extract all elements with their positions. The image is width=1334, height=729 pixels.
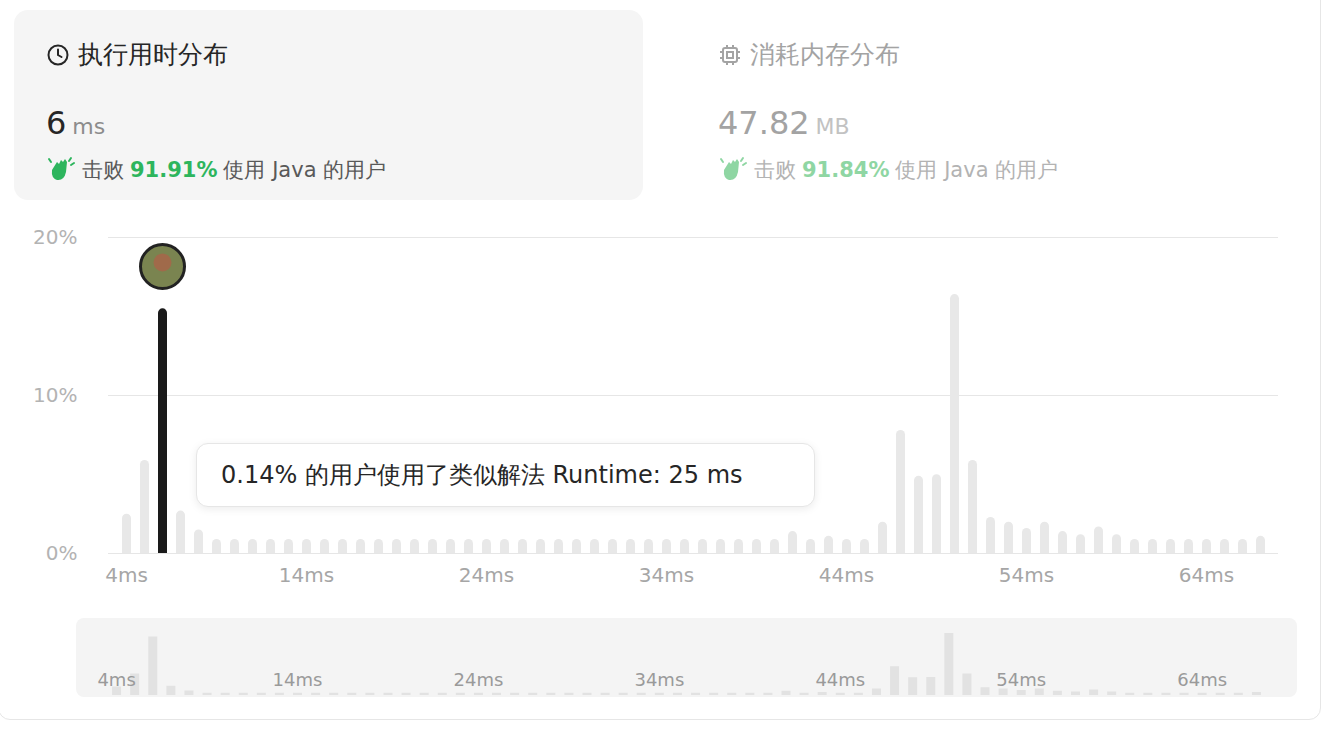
svg-text:24ms: 24ms	[454, 669, 504, 690]
html-text:消耗内存分布: 消耗内存分布	[750, 40, 900, 69]
html-text:击败 91.91% 使用 Java 的用户: 击败 91.91% 使用 Java 的用户	[82, 158, 387, 182]
svg-text:64ms: 64ms	[1177, 669, 1227, 690]
svg-text:44ms: 44ms	[819, 563, 874, 587]
svg-text:10%: 10%	[33, 383, 77, 407]
html-text:0.14% 的用户使用了类似解法 Runtime: 25 m: 0.14% 的用户使用了类似解法 Runtime: 25 ms	[221, 461, 743, 489]
svg-text:14ms: 14ms	[279, 563, 334, 587]
svg-text:14ms: 14ms	[273, 669, 323, 690]
svg-text:34ms: 34ms	[634, 669, 684, 690]
svg-text:34ms: 34ms	[639, 563, 694, 587]
svg-text:4ms: 4ms	[105, 563, 148, 587]
svg-text:20%: 20%	[33, 225, 77, 249]
html-text:执行用时分布: 执行用时分布	[78, 40, 228, 69]
html-text:47.82 MB: 47.82 MB	[718, 104, 850, 142]
svg-text:0%: 0%	[46, 541, 78, 565]
html-text:击败 91.84% 使用 Java 的用户: 击败 91.84% 使用 Java 的用户	[754, 158, 1059, 182]
html-text:6 ms: 6 ms	[46, 104, 106, 142]
svg-text:54ms: 54ms	[996, 669, 1046, 690]
svg-text:4ms: 4ms	[97, 669, 135, 690]
svg-text:54ms: 54ms	[999, 563, 1054, 587]
svg-text:24ms: 24ms	[459, 563, 514, 587]
svg-text:44ms: 44ms	[815, 669, 865, 690]
svg-text:64ms: 64ms	[1179, 563, 1234, 587]
